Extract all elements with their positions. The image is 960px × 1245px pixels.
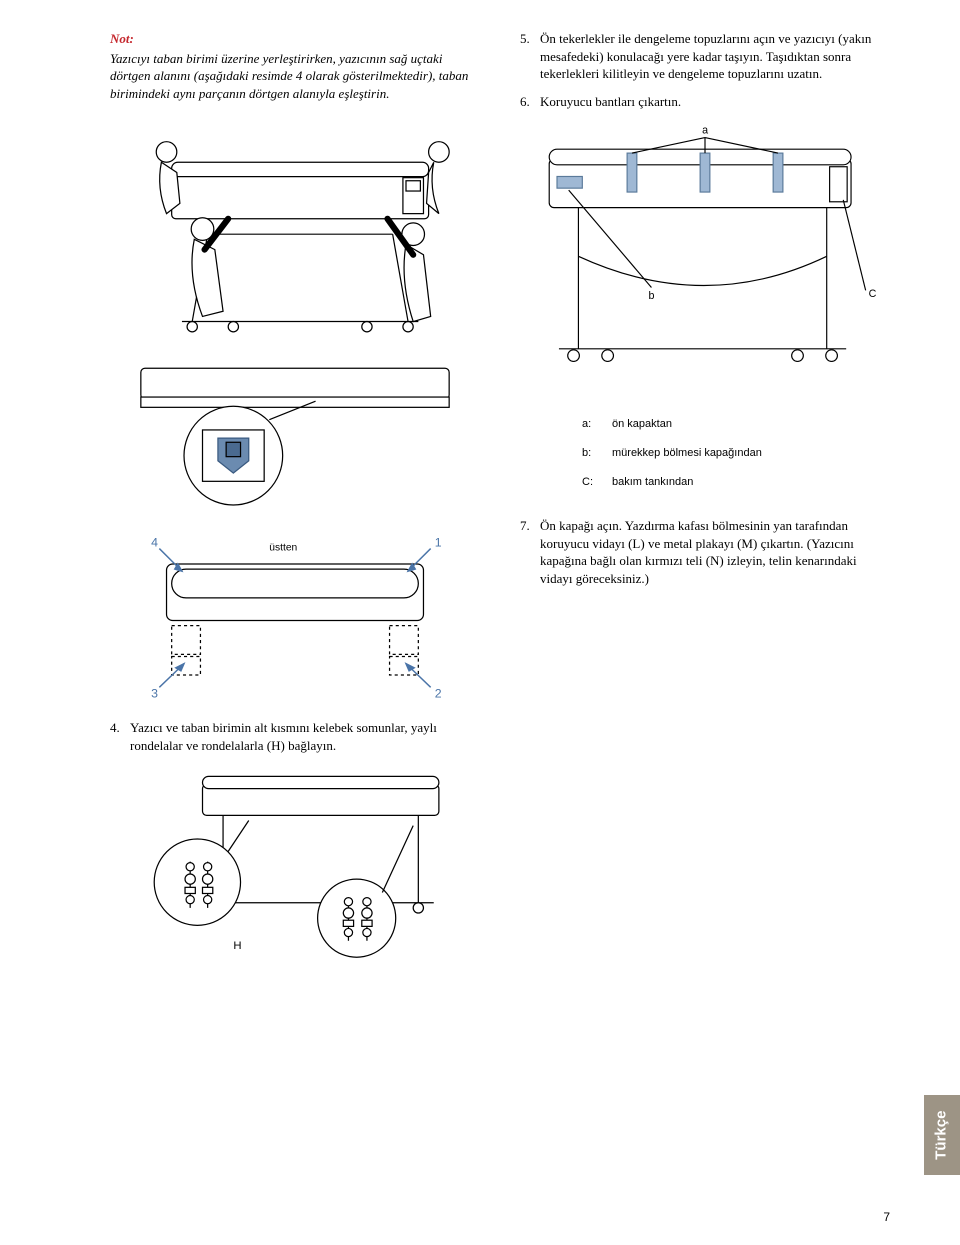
label-2: 2 bbox=[435, 687, 442, 701]
step-7: 7. Ön kapağı açın. Yazdırma kafası bölme… bbox=[520, 517, 890, 587]
label-a: a bbox=[702, 125, 708, 137]
legend-row-b: b: mürekkep bölmesi kapağından bbox=[582, 440, 776, 467]
figure-tape-removal: a b C bbox=[520, 120, 890, 393]
label-h: H bbox=[233, 940, 241, 952]
label-1: 1 bbox=[435, 536, 442, 550]
step-6: 6. Koruyucu bantları çıkartın. bbox=[520, 93, 890, 111]
page-number: 7 bbox=[883, 1209, 890, 1225]
note-label: Not: bbox=[110, 30, 480, 48]
figure-latch-detail bbox=[110, 358, 480, 512]
language-tab-label: Türkçe bbox=[932, 1110, 952, 1159]
step-5-text: Ön tekerlekler ile dengeleme topuzlarını… bbox=[540, 31, 871, 81]
legend-key-b: b: bbox=[582, 440, 610, 467]
step-7-num: 7. bbox=[520, 517, 530, 535]
note-body: Yazıcıyı taban birimi üzerine yerleştiri… bbox=[110, 50, 480, 103]
legend-val-b: mürekkep bölmesi kapağından bbox=[612, 440, 776, 467]
label-3: 3 bbox=[151, 687, 158, 701]
legend-val-c: bakım tankından bbox=[612, 469, 776, 496]
figure-bolts-h: H bbox=[110, 764, 480, 959]
legend-table: a: ön kapaktan b: mürekkep bölmesi kapağ… bbox=[580, 409, 778, 498]
label-4: 4 bbox=[151, 536, 158, 550]
legend-key-a: a: bbox=[582, 411, 610, 438]
legend-val-a: ön kapaktan bbox=[612, 411, 776, 438]
figure-lift-printer bbox=[110, 116, 480, 342]
left-column: Not: Yazıcıyı taban birimi üzerine yerle… bbox=[110, 30, 480, 976]
legend-key-c: C: bbox=[582, 469, 610, 496]
step-4: 4. Yazıcı ve taban birimin alt kısmını k… bbox=[110, 719, 480, 754]
right-column: 5. Ön tekerlekler ile dengeleme topuzlar… bbox=[520, 30, 890, 976]
step-5: 5. Ön tekerlekler ile dengeleme topuzlar… bbox=[520, 30, 890, 83]
step-5-num: 5. bbox=[520, 30, 530, 48]
legend-row-a: a: ön kapaktan bbox=[582, 411, 776, 438]
step-6-text: Koruyucu bantları çıkartın. bbox=[540, 94, 681, 109]
legend-row-c: C: bakım tankından bbox=[582, 469, 776, 496]
figure-ustten: 4 1 3 2 üstten bbox=[110, 528, 480, 703]
language-tab: Türkçe bbox=[924, 1095, 960, 1175]
label-c: C bbox=[869, 288, 877, 300]
label-ustten: üstten bbox=[269, 543, 297, 554]
step-4-text: Yazıcı ve taban birimin alt kısmını kele… bbox=[130, 720, 437, 753]
step-4-num: 4. bbox=[110, 719, 120, 737]
step-7-text: Ön kapağı açın. Yazdırma kafası bölmesin… bbox=[540, 518, 857, 586]
label-b: b bbox=[649, 290, 655, 302]
step-6-num: 6. bbox=[520, 93, 530, 111]
